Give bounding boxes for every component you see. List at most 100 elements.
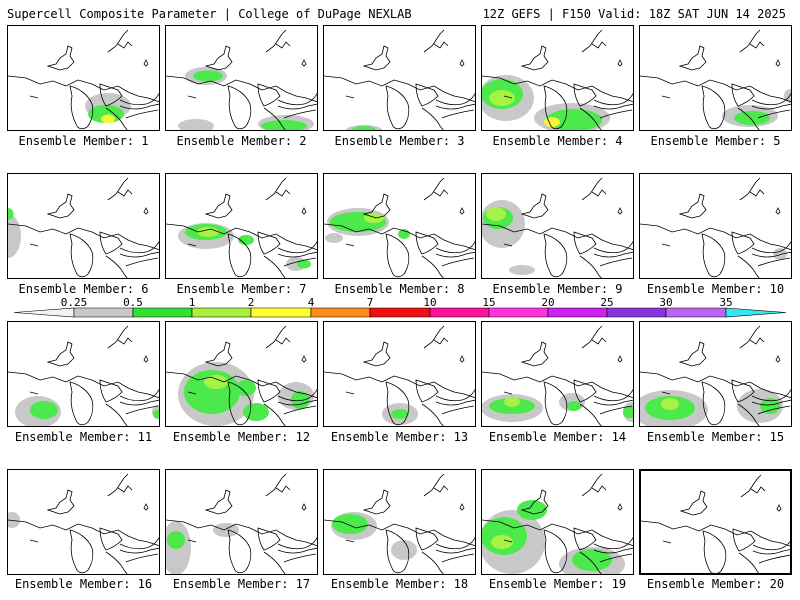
coastline — [435, 399, 475, 406]
coastline — [143, 207, 149, 215]
coastline — [579, 107, 602, 130]
coastline — [599, 553, 633, 563]
coastline — [117, 41, 133, 49]
coastline — [751, 251, 791, 258]
coastline — [581, 325, 603, 349]
coastline — [362, 193, 391, 219]
coastline — [227, 85, 252, 130]
coastline — [775, 207, 781, 215]
scp-contour-light — [773, 248, 787, 260]
colorbar-tick-label: 25 — [600, 296, 614, 309]
coastline — [581, 177, 603, 201]
coastline — [737, 107, 760, 130]
coastline — [324, 519, 475, 547]
colorbar-segment — [429, 307, 490, 318]
ensemble-panel — [165, 173, 318, 279]
scp-map — [324, 473, 475, 574]
scp-contour-green — [243, 403, 269, 421]
coastline — [362, 489, 391, 515]
coastline — [593, 389, 633, 402]
coastline — [277, 93, 317, 106]
coastline — [678, 341, 707, 367]
coastline — [301, 503, 307, 511]
scp-contour-green — [291, 391, 309, 409]
coastline — [739, 29, 761, 53]
coastline — [482, 75, 633, 103]
ensemble-panel — [165, 25, 318, 131]
ensemble-panel — [323, 173, 476, 279]
coastline — [345, 391, 355, 395]
coastline — [415, 527, 439, 551]
coastline — [599, 257, 633, 267]
coastline — [751, 93, 791, 106]
coastline — [433, 485, 449, 493]
coastline — [119, 399, 159, 406]
coastline — [662, 540, 672, 544]
member-label: Ensemble Member: 7 — [176, 282, 307, 296]
ensemble-panel — [481, 469, 634, 575]
coastline — [503, 95, 513, 99]
scp-contour-yellow — [101, 114, 115, 124]
coastline — [143, 355, 149, 363]
coastline — [702, 530, 727, 573]
coastline — [679, 490, 708, 516]
coastline — [739, 177, 761, 201]
coastline — [617, 355, 623, 363]
coastline — [459, 207, 465, 215]
coastline — [105, 551, 128, 574]
coastline — [204, 489, 233, 515]
scp-contour-light — [178, 119, 214, 130]
colorbar-high-arrow — [725, 307, 787, 318]
member-label: Ensemble Member: 15 — [646, 430, 785, 444]
scp-contour-green — [88, 105, 124, 123]
scp-map — [8, 325, 159, 426]
coastline — [275, 337, 291, 345]
member-label: Ensemble Member: 14 — [488, 430, 627, 444]
coastline — [69, 529, 94, 574]
coastline — [751, 241, 791, 254]
coastline — [640, 75, 791, 103]
scp-contour-green — [332, 514, 368, 534]
coastline — [119, 251, 159, 258]
coastline — [775, 59, 781, 67]
coastline — [581, 29, 603, 53]
coastline — [757, 257, 791, 267]
coastline — [738, 552, 760, 573]
member-label: Ensemble Member: 18 — [330, 577, 469, 591]
coastline — [166, 519, 317, 547]
coastline — [283, 553, 317, 563]
coastline — [758, 554, 790, 564]
map-title: Supercell Composite Parameter | College … — [7, 7, 412, 21]
coastline — [415, 83, 439, 107]
coastline — [435, 241, 475, 254]
ensemble-panel — [165, 321, 318, 427]
coastline — [265, 177, 287, 201]
coastline — [166, 223, 317, 251]
scp-contour-green — [153, 409, 159, 419]
coastline — [459, 355, 465, 363]
coastline — [441, 553, 475, 563]
ensemble-panel — [165, 469, 318, 575]
coastline — [99, 527, 123, 551]
coastline — [99, 231, 123, 255]
scp-contour-green — [8, 208, 14, 220]
coastline — [740, 474, 762, 498]
coastline — [731, 231, 755, 255]
colorbar-tick-label: 35 — [719, 296, 733, 309]
coastline — [459, 59, 465, 67]
coastline — [617, 59, 623, 67]
coastline — [385, 85, 410, 130]
coastline — [29, 539, 39, 543]
scp-map — [324, 325, 475, 426]
colorbar-segment — [310, 307, 371, 318]
ensemble-panel — [481, 25, 634, 131]
coastline — [421, 255, 444, 278]
scp-map — [8, 29, 159, 130]
coastline — [324, 223, 475, 251]
coastline — [257, 379, 281, 403]
coastline — [737, 403, 760, 426]
coastline — [573, 231, 597, 255]
coastline — [277, 103, 317, 110]
member-label: Ensemble Member: 5 — [650, 134, 781, 148]
coastline — [617, 207, 623, 215]
